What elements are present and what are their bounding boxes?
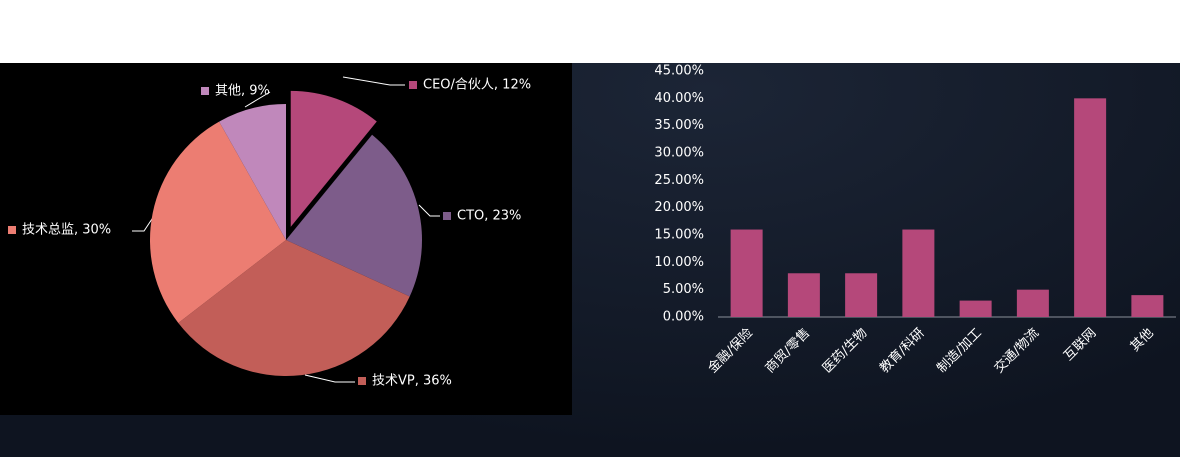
pie-slice xyxy=(150,121,286,324)
y-tick-label: 40.00% xyxy=(654,91,704,106)
slice-label: CTO, 23% xyxy=(457,209,521,224)
top-strip xyxy=(0,0,1180,63)
y-tick-label: 35.00% xyxy=(654,118,704,133)
slice-label: 其他, 9% xyxy=(215,84,270,99)
legend-swatch xyxy=(8,226,16,234)
slice-label: 技术总监, 30% xyxy=(22,223,111,238)
legend-swatch xyxy=(409,81,417,89)
x-tick-label: 医药/生物 xyxy=(820,326,870,376)
slice-label: 技术VP, 36% xyxy=(372,374,452,389)
y-tick-label: 10.00% xyxy=(654,255,704,270)
legend-swatch xyxy=(201,87,209,95)
legend-swatch xyxy=(443,212,451,220)
y-tick-label: 5.00% xyxy=(663,282,704,297)
bar xyxy=(959,300,992,317)
x-tick-label: 制造/加工 xyxy=(934,326,984,376)
pie-slice xyxy=(290,90,377,227)
pie-slice xyxy=(219,104,286,240)
y-tick-label: 45.00% xyxy=(654,64,704,79)
x-tick-label: 教育/科研 xyxy=(876,325,927,376)
slice-label: CEO/合伙人, 12% xyxy=(423,78,531,93)
bar xyxy=(730,229,763,317)
x-tick-label: 其他 xyxy=(1128,326,1157,355)
x-tick-label: 商贸/零售 xyxy=(762,325,813,376)
bar xyxy=(1074,98,1107,317)
x-tick-label: 互联网 xyxy=(1061,326,1099,364)
bar xyxy=(787,273,820,317)
bar xyxy=(902,229,935,317)
bar xyxy=(845,273,878,317)
bar xyxy=(1131,295,1164,317)
y-tick-label: 30.00% xyxy=(654,146,704,161)
pie-slice xyxy=(178,240,410,376)
y-tick-label: 0.00% xyxy=(663,310,704,325)
pie-slice xyxy=(286,134,422,297)
y-tick-label: 20.00% xyxy=(654,200,704,215)
bar xyxy=(1016,289,1049,317)
legend-swatch xyxy=(358,377,366,385)
x-tick-label: 金融/保险 xyxy=(705,325,756,376)
y-tick-label: 15.00% xyxy=(654,228,704,243)
x-tick-label: 交通/物流 xyxy=(991,325,1042,376)
y-tick-label: 25.00% xyxy=(654,173,704,188)
